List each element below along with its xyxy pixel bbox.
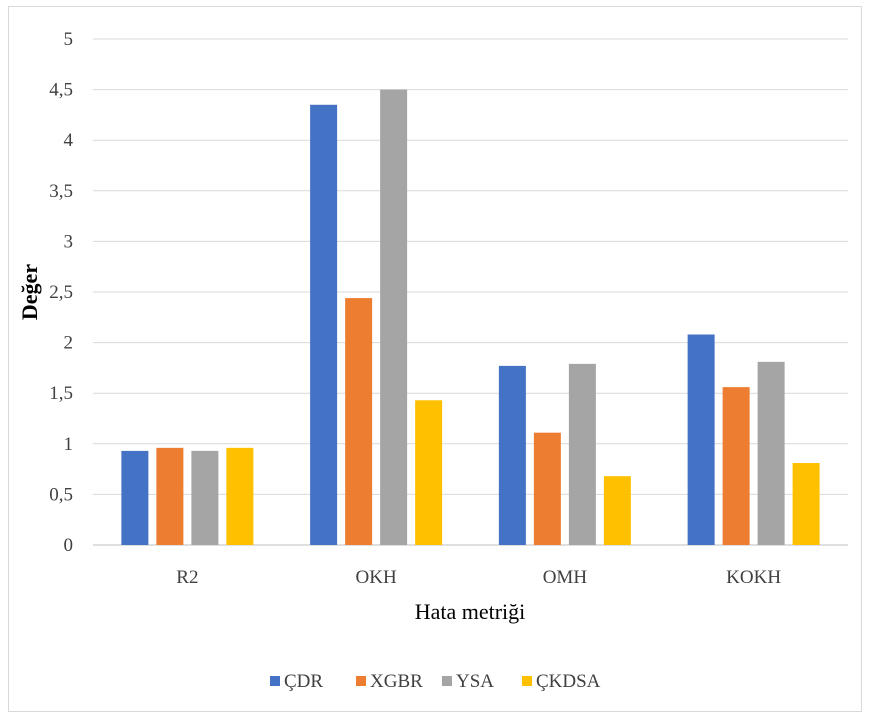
bar-omh-1	[498, 365, 526, 545]
chart-frame	[8, 6, 862, 712]
bar-r2-4	[226, 447, 254, 545]
x-tick-label: R2	[176, 567, 198, 588]
y-tick-label: 0	[64, 535, 74, 556]
bar-kokh-2	[722, 387, 750, 545]
y-tick-label: 4,5	[49, 80, 73, 101]
y-tick-label: 2	[64, 333, 74, 354]
y-tick-label: 1,5	[49, 383, 73, 404]
bar-okh-3	[380, 89, 408, 545]
y-tick-label: 5	[64, 29, 74, 50]
x-tick-label: OMH	[543, 567, 588, 588]
bar-omh-4	[603, 476, 631, 545]
y-tick-label: 1	[64, 434, 74, 455]
y-tick-label: 4	[64, 130, 74, 151]
bar-okh-4	[415, 400, 443, 545]
legend-swatch	[270, 676, 280, 686]
bar-r2-3	[191, 450, 219, 545]
legend-item: ÇDR	[270, 671, 323, 692]
y-tick-label: 2,5	[49, 282, 73, 303]
bar-kokh-4	[792, 463, 820, 545]
x-tick-labels: R2 OKH OMH KOKH	[176, 567, 781, 588]
bar-kokh-1	[687, 334, 715, 545]
y-tick-label: 0,5	[49, 484, 73, 505]
legend-item: YSA	[442, 671, 494, 692]
bar-kokh-3	[757, 361, 785, 545]
bar-okh-2	[345, 298, 373, 545]
legend-label: ÇDR	[284, 671, 323, 692]
legend-label: ÇKDSA	[536, 671, 601, 692]
legend-item: ÇKDSA	[522, 671, 601, 692]
legend-label: YSA	[456, 671, 494, 692]
bar-omh-2	[533, 432, 561, 545]
bar-r2-2	[156, 447, 184, 545]
legend-swatch	[442, 676, 452, 686]
bar-okh-1	[310, 104, 338, 545]
y-tick-labels: 0 0,5 1 1,5 2 2,5 3 3,5 4 4,5 5	[49, 29, 73, 556]
legend-swatch	[522, 676, 532, 686]
y-tick-label: 3	[64, 231, 74, 252]
x-tick-label: OKH	[356, 567, 397, 588]
legend-label: XGBR	[370, 671, 423, 692]
legend: ÇDR XGBR YSA ÇKDSA	[270, 671, 601, 692]
y-axis-title: Değer	[17, 264, 42, 320]
bars	[121, 89, 820, 545]
x-axis-title: Hata metriği	[415, 599, 526, 624]
x-tick-label: KOKH	[726, 567, 781, 588]
y-tick-label: 3,5	[49, 181, 73, 202]
legend-item: XGBR	[356, 671, 423, 692]
bar-r2-1	[121, 450, 149, 545]
legend-swatch	[356, 676, 366, 686]
gridlines	[93, 38, 848, 546]
bar-omh-3	[568, 363, 596, 545]
